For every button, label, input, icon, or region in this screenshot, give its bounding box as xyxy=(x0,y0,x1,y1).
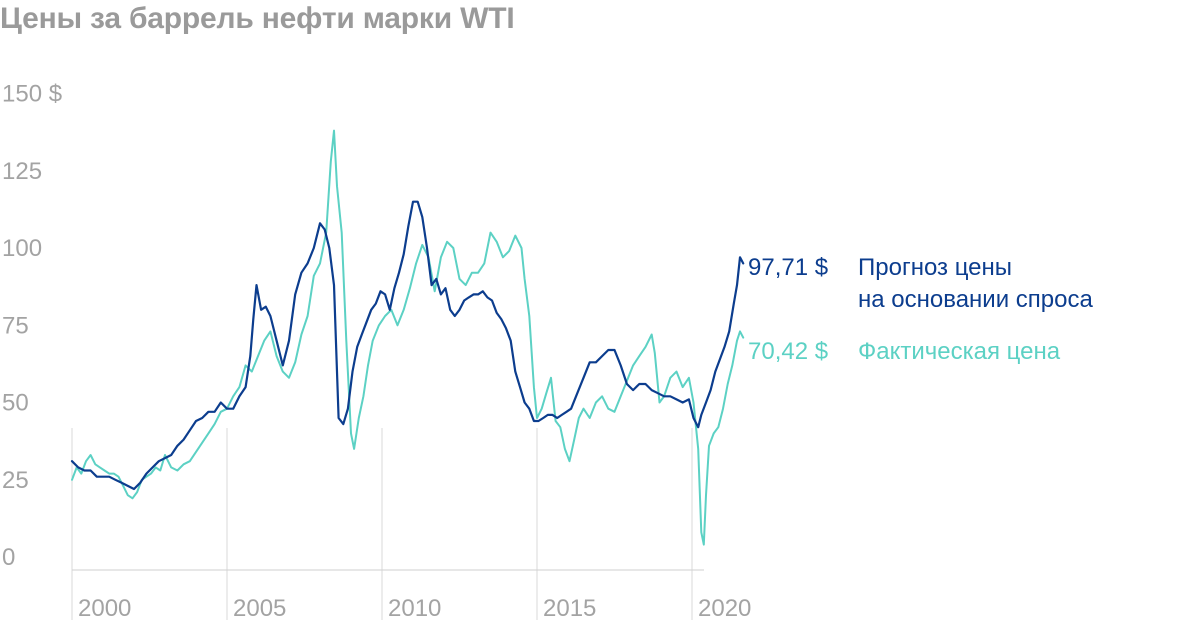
series-lines xyxy=(70,129,745,546)
x-axis-tick-labels: 2000 2005 2010 2015 2020 xyxy=(78,595,751,622)
x-tick-2010: 2010 xyxy=(388,595,441,622)
forecast-series-name: Прогноз цены на основании спроса xyxy=(858,254,1093,313)
y-tick-50: 50 xyxy=(2,390,29,417)
y-tick-0: 0 xyxy=(2,544,15,571)
actual-series-name: Фактическая цена xyxy=(858,338,1061,365)
forecast-end-value: 97,71 $ xyxy=(748,254,828,281)
y-axis-tick-labels: 0 25 50 75 100 125 150 $ xyxy=(2,81,62,572)
actual-end-value: 70,42 $ xyxy=(748,338,828,365)
y-tick-100: 100 xyxy=(2,235,42,262)
y-tick-150: 150 $ xyxy=(2,81,62,108)
x-tick-2000: 2000 xyxy=(78,595,131,622)
y-tick-25: 25 xyxy=(2,467,29,494)
x-tick-2015: 2015 xyxy=(543,595,596,622)
forecast-price-line xyxy=(70,200,745,491)
x-tick-2005: 2005 xyxy=(233,595,286,622)
actual-price-line xyxy=(71,129,745,546)
x-tick-2020: 2020 xyxy=(698,595,751,622)
y-tick-75: 75 xyxy=(2,312,29,339)
y-tick-125: 125 xyxy=(2,158,42,185)
end-labels: 97,71 $ Прогноз цены на основании спроса 70… xyxy=(748,254,1093,365)
chart-title: Цены за баррель нефти марки WTI xyxy=(0,2,515,35)
vertical-gridlines xyxy=(71,428,693,620)
